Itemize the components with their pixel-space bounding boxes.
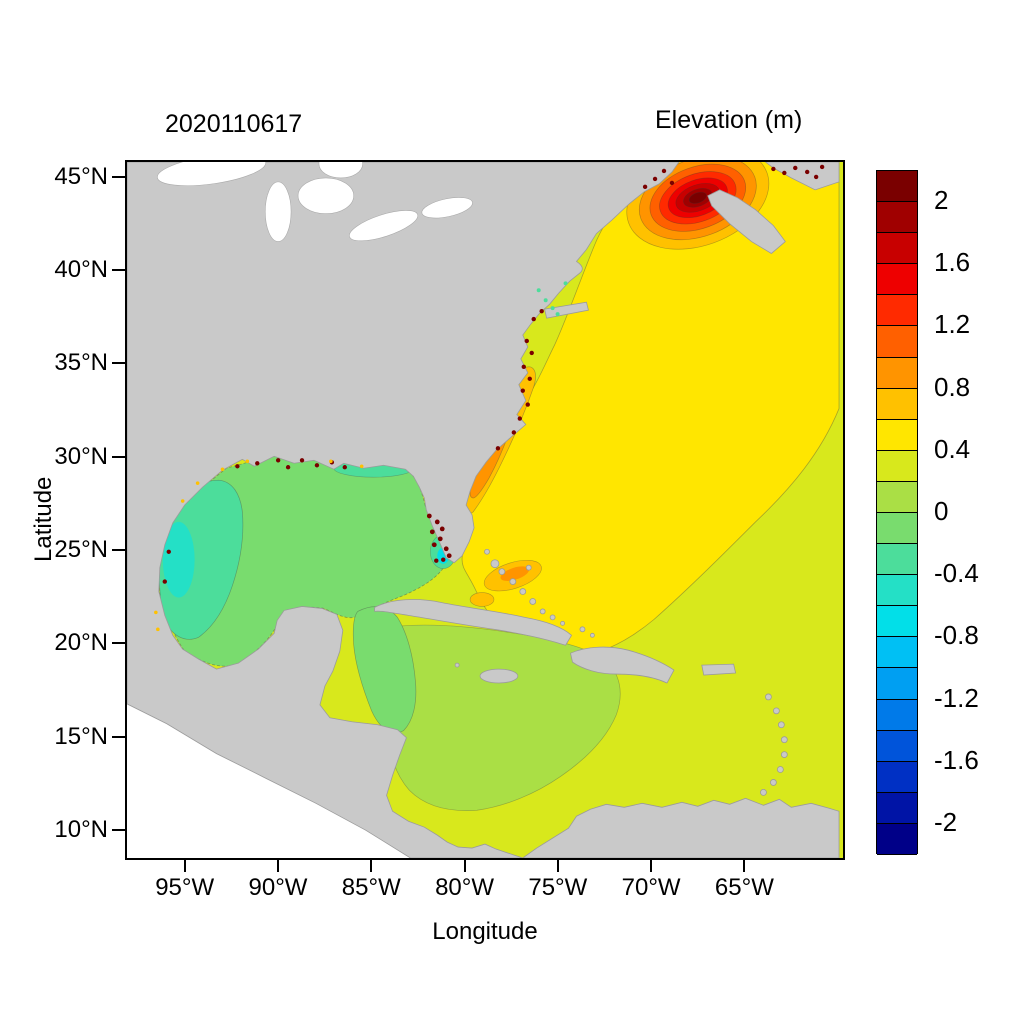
land-hispaniola [570,646,675,684]
land-lesser-antilles [760,693,788,796]
lake-erie [349,210,419,242]
colorbar-tick-label: 2 [934,185,949,216]
west-gulf-cyan-core [162,521,195,598]
x-tick-label: 70°W [621,874,681,901]
y-tick-label: 30°N [54,442,108,470]
colorbar-title: Elevation (m) [655,106,803,134]
land-cuba [374,599,573,646]
colorbar-cell [877,481,917,513]
bahamas-orange-core [500,566,530,581]
x-tick-mark [370,860,373,872]
x-tick-label: 95°W [155,874,215,901]
colorbar-cell [877,419,917,451]
colorbar-cell [877,699,917,731]
y-tick-mark [112,548,125,551]
x-tick-mark [743,860,746,872]
plot-timestamp-title: 2020110617 [165,110,303,138]
coastal-green-speckles [536,281,568,317]
x-tick-label: 75°W [528,874,588,901]
colorbar-tick-label: 0.4 [934,433,971,464]
x-axis-label: Longitude [432,918,538,945]
colorbar [876,170,918,855]
x-tick-label: 65°W [714,874,774,901]
colorbar-cell [877,544,917,576]
land-layer [127,162,840,858]
colorbar-cell [877,761,917,793]
y-tick-mark [112,175,125,178]
y-tick-mark [112,642,125,645]
y-tick-label: 15°N [54,722,108,750]
y-tick-label: 40°N [54,256,108,284]
x-tick-label: 85°W [341,874,401,901]
y-tick-label: 25°N [54,535,108,563]
x-tick-mark [556,860,559,872]
land-puerto-rico [701,663,737,676]
coastal-high-speckles [162,164,825,584]
colorbar-tick-label: 1.6 [934,247,971,278]
colorbar-cell [877,295,917,327]
colorbar-cell [877,450,917,482]
lake-huron [297,177,355,215]
colorbar-cell [877,264,917,296]
colorbar-cell [877,326,917,358]
lake-ontario [421,197,473,219]
y-tick-label: 45°N [54,162,108,190]
y-tick-mark [112,735,125,738]
colorbar-cell [877,823,917,855]
colorbar-tick-label: -0.4 [934,558,979,589]
colorbar-tick-label: -0.8 [934,620,979,651]
colorbar-cell [877,202,917,234]
y-tick-mark [112,828,125,831]
colorbar-cell [877,730,917,762]
x-tick-label: 80°W [435,874,495,901]
x-tick-mark [463,860,466,872]
lakes-layer [157,162,473,242]
y-tick-mark [112,269,125,272]
colorbar-tick-label: 0 [934,496,949,526]
y-tick-label: 20°N [54,629,108,657]
colorbar-cell [877,668,917,700]
y-tick-mark [112,362,125,365]
y-tick-label: 10°N [54,815,108,843]
colorbar-cell [877,388,917,420]
land-long-island [544,301,589,319]
map-plot-area [125,160,845,860]
colorbar-cell [877,606,917,638]
colorbar-cell [877,792,917,824]
x-tick-mark [650,860,653,872]
y-tick-mark [112,455,125,458]
bahamas-amber-patch-small [469,592,495,607]
land-jamaica [479,668,519,684]
colorbar-cell [877,233,917,265]
lake-michigan [264,181,292,242]
y-tick-label: 35°N [54,349,108,377]
colorbar-cell [877,575,917,607]
colorbar-cell [877,357,917,389]
x-tick-mark [183,860,186,872]
land-bahamas-cays [454,548,595,668]
colorbar-tick-label: 1.2 [934,309,971,340]
x-tick-mark [276,860,279,872]
nw-caribbean-green-tongue [352,606,417,734]
land-south-america [522,797,840,858]
colorbar-tick-label: -2 [934,806,958,837]
land-nova-scotia [707,189,786,254]
colorbar-tick-label: -1.2 [934,682,979,713]
lake-superior [157,162,267,186]
hotspot-core-2.0 [688,191,707,204]
elevation-contour-map [127,162,843,858]
colorbar-cell [877,513,917,545]
colorbar-cell [877,171,917,203]
coastal-orange-speckles [154,459,364,632]
x-tick-label: 90°W [248,874,308,901]
land-north-central-america [127,162,680,858]
colorbar-cell [877,637,917,669]
colorbar-tick-label: 0.8 [934,371,971,402]
james-bay [318,162,363,179]
colorbar-tick-label: -1.6 [934,744,979,775]
